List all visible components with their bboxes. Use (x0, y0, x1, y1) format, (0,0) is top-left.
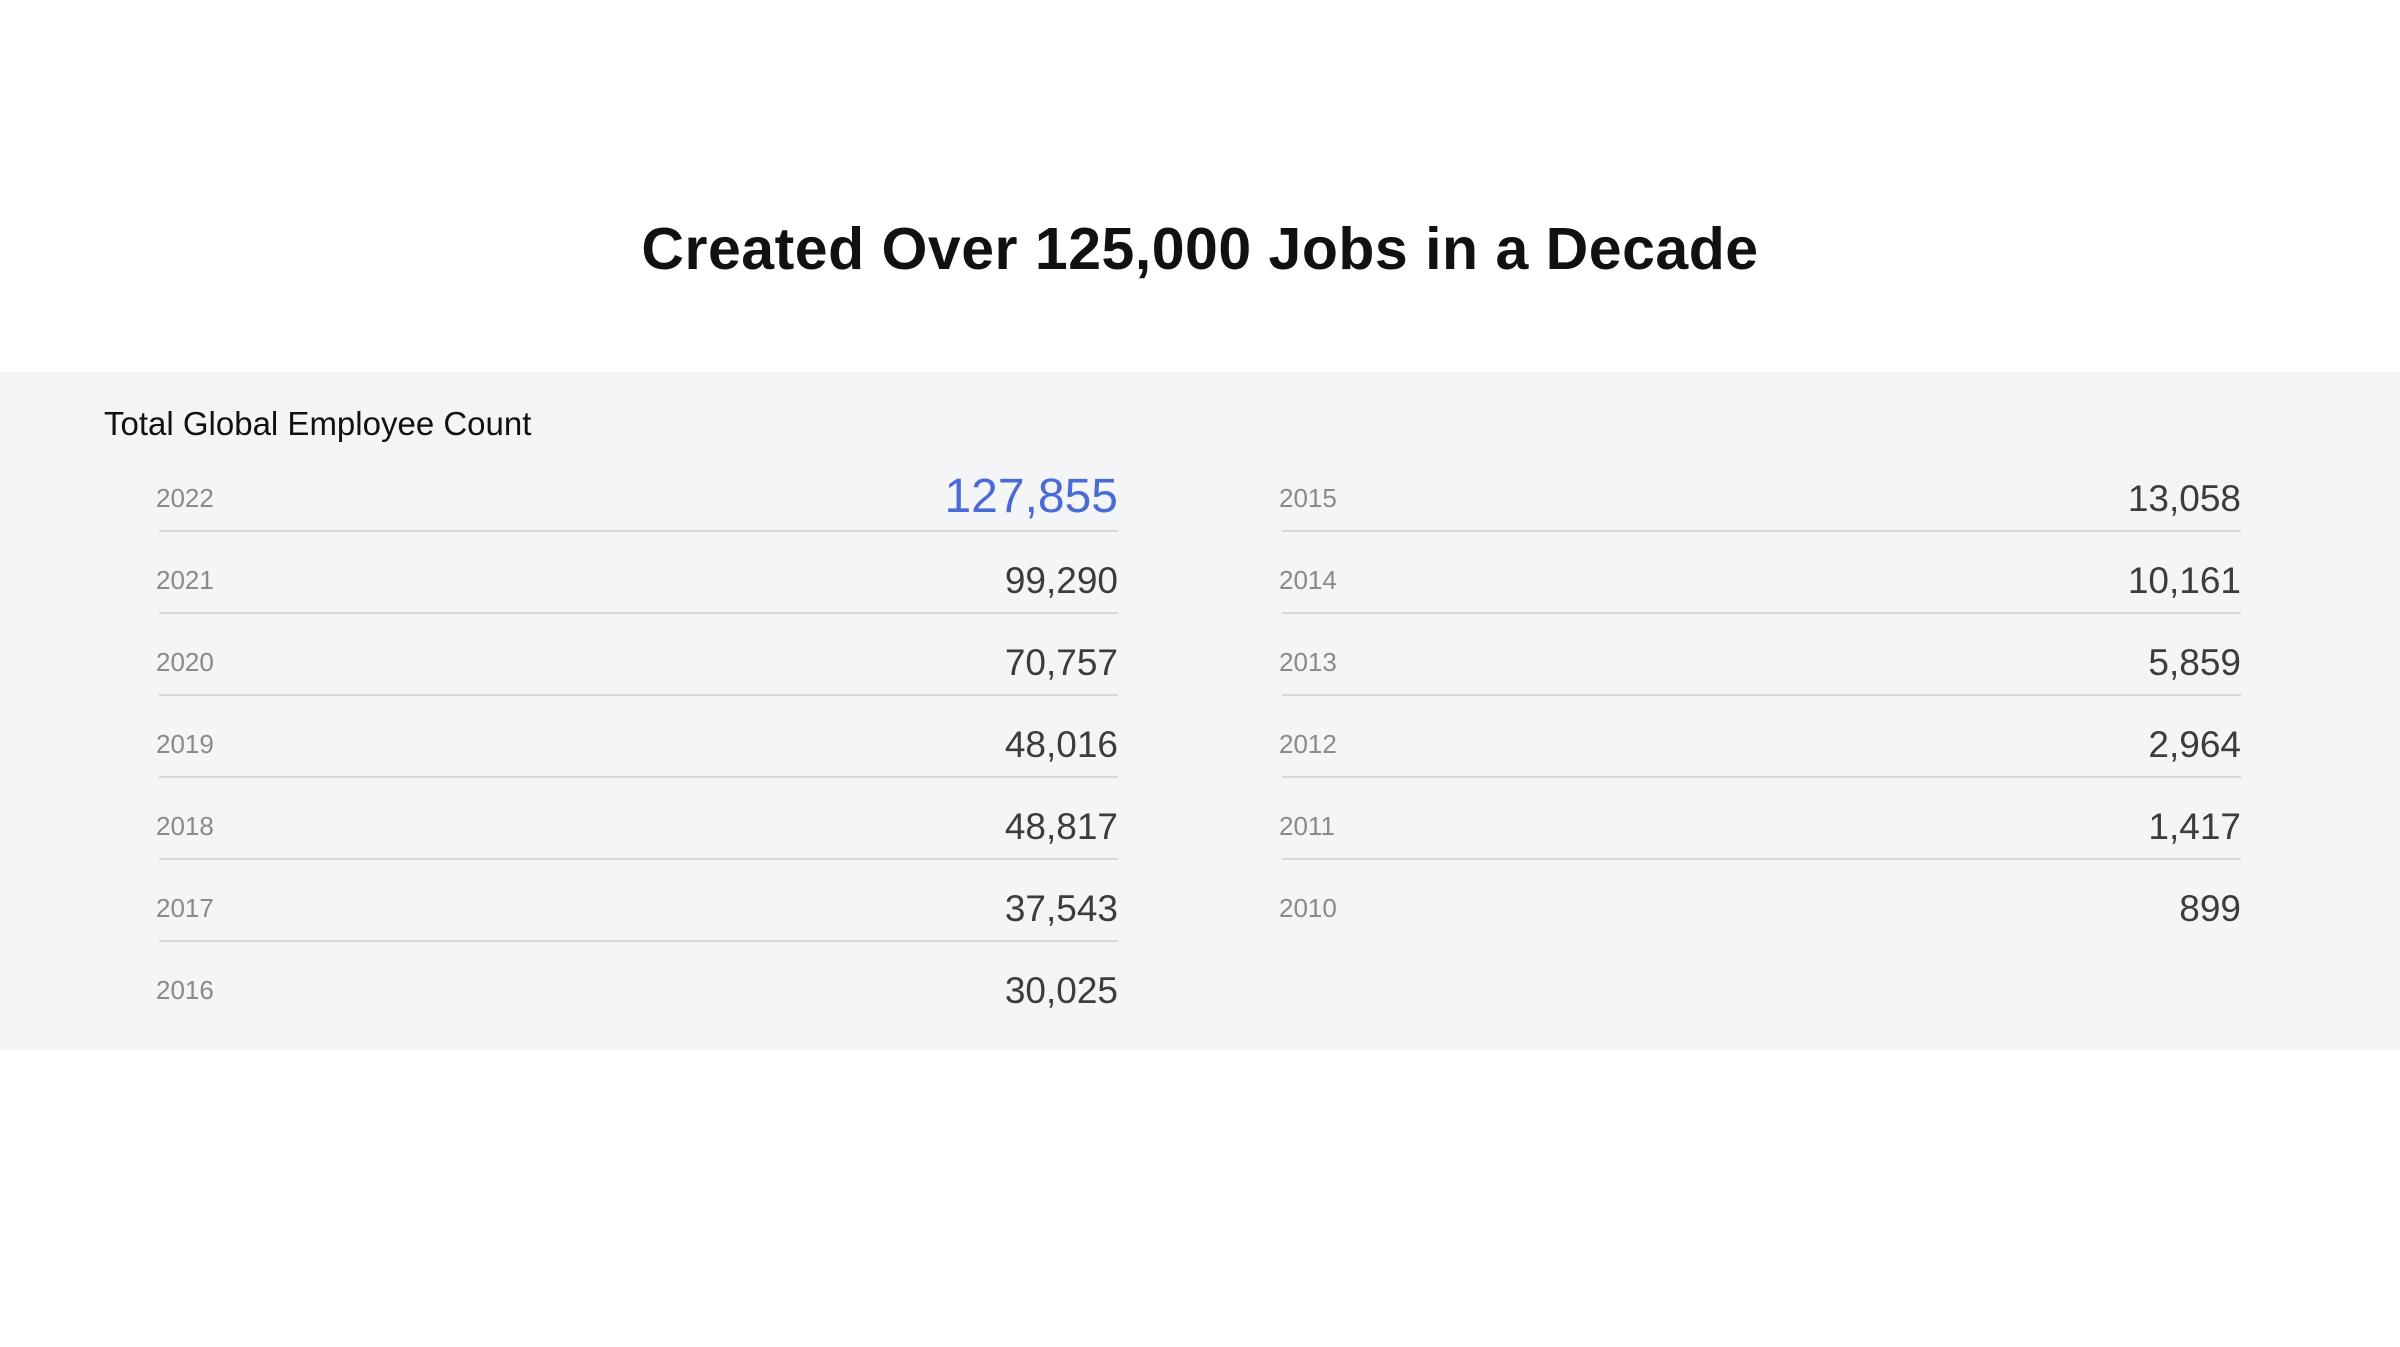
employee-count-value: 37,543 (1004, 888, 1118, 929)
table-row: 2012 2,964 (1279, 696, 2241, 778)
table-row: 2021 99,290 (156, 532, 1118, 614)
employee-count-value: 48,016 (1004, 724, 1118, 765)
year-label: 2017 (156, 893, 214, 923)
table-row: 2017 37,543 (156, 860, 1118, 942)
employee-count-value: 2,964 (2148, 724, 2241, 765)
year-label: 2016 (156, 975, 214, 1005)
table-row: 2015 13,058 (1279, 450, 2241, 532)
table-row: 2022 127,855 (156, 450, 1118, 532)
table-row: 2020 70,757 (156, 614, 1118, 696)
year-label: 2022 (156, 483, 214, 513)
year-label: 2011 (1279, 811, 1335, 841)
year-label: 2010 (1279, 893, 1337, 923)
table-column-left: 2022 127,855 2021 99,290 2020 70,757 2019 48,01… (156, 450, 1118, 1024)
year-label: 2012 (1279, 729, 1337, 759)
table-row: 2010 899 (1279, 860, 2241, 942)
table-row: 2014 10,161 (1279, 532, 2241, 614)
year-label: 2021 (156, 565, 214, 595)
employee-count-value: 10,161 (2127, 560, 2241, 601)
employee-count-value: 5,859 (2148, 642, 2241, 683)
employee-count-value: 899 (2179, 888, 2241, 929)
year-label: 2014 (1279, 565, 1337, 595)
employee-count-value: 48,817 (1004, 806, 1118, 847)
employee-count-value: 30,025 (1004, 970, 1118, 1011)
table-column-right: 2015 13,058 2014 10,161 2013 5,859 2012 2,964 20… (1279, 450, 2241, 942)
table-row: 2018 48,817 (156, 778, 1118, 860)
year-label: 2015 (1279, 483, 1337, 513)
employee-count-value: 127,855 (944, 470, 1118, 523)
year-label: 2019 (156, 729, 214, 759)
year-label: 2013 (1279, 647, 1337, 677)
page-title: Created Over 125,000 Jobs in a Decade (641, 216, 1759, 282)
employee-count-value: 70,757 (1004, 642, 1118, 683)
employee-count-value: 1,417 (2148, 806, 2241, 847)
employee-count-value: 13,058 (2127, 478, 2241, 519)
table-title: Total Global Employee Count (104, 405, 532, 442)
year-label: 2018 (156, 811, 214, 841)
employee-count-panel: Total Global Employee Count 2022 127,855 2… (0, 372, 2400, 1050)
table-row: 2019 48,016 (156, 696, 1118, 778)
table-row: 2011 1,417 (1279, 778, 2241, 860)
year-label: 2020 (156, 647, 214, 677)
table-row: 2016 30,025 (156, 942, 1118, 1024)
employee-count-value: 99,290 (1004, 560, 1118, 601)
table-row: 2013 5,859 (1279, 614, 2241, 696)
